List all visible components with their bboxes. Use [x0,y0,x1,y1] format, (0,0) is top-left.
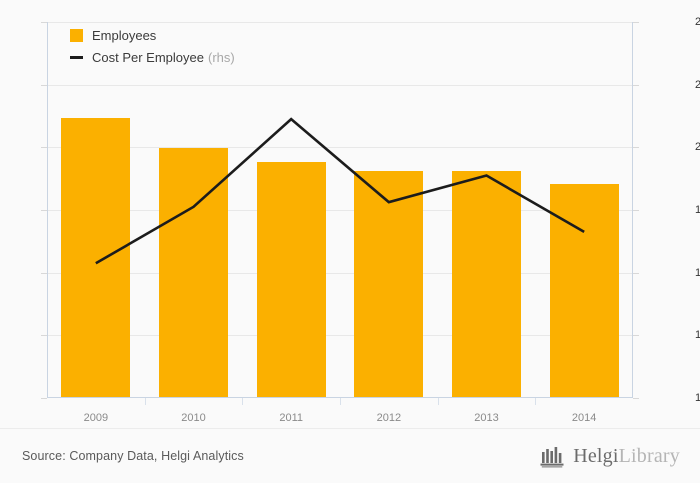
right-axis-tick [633,335,639,337]
left-axis-tick [41,210,47,211]
x-axis-label: 2012 [376,412,402,424]
footer-divider [0,428,700,429]
left-axis-tick [41,22,47,23]
right-axis-tick [633,272,639,274]
legend-label-cost-per-employee: Cost Per Employee [92,49,204,65]
brand-text: HelgiLibrary [573,445,680,468]
x-axis-separator [437,398,439,405]
brand-text-secondary: Library [618,444,680,467]
right-axis-tick [633,147,639,149]
x-axis-baseline [47,397,633,398]
right-axis-tick-label: 1 400 [695,329,700,342]
x-axis-label: 2011 [279,412,303,424]
x-axis-separator [340,398,341,405]
x-axis-label: 2009 [83,412,109,424]
x-axis-label: 2010 [181,412,206,424]
bar[interactable] [354,171,424,397]
line-series-cost-per-employee [95,117,585,265]
x-axis-separator [535,398,537,405]
chart-legend: Employees Cost Per Employee (rhs) [70,24,235,68]
right-axis-tick-label: 1 800 [695,204,700,216]
helgi-library-mark-icon [540,447,564,468]
right-axis-line [632,22,633,398]
legend-label-cost-per-employee-axis: (rhs) [208,49,235,65]
bar[interactable] [159,147,228,397]
plot-area: 02004006008001 0001 200 1 2001 4001 6001… [41,16,700,424]
right-axis-tick-label: 1 600 [695,266,700,279]
left-axis-line [47,22,48,398]
right-axis-tick-label: 2 400 [695,16,700,28]
bar-swatch-icon [70,28,83,42]
right-axis-tick [633,210,639,211]
line-path [95,117,585,265]
left-axis-tick [41,272,47,274]
bar[interactable] [61,118,131,397]
gridline [47,210,633,211]
right-axis-tick-label: 2 200 [695,78,700,91]
legend-item-employees[interactable]: Employees [70,24,235,46]
x-axis-label: 2013 [474,412,499,424]
x-axis-separator [144,398,146,405]
right-axis-tick [633,398,639,399]
legend-label-employees: Employees [92,27,157,43]
x-axis-label: 2014 [571,412,597,424]
left-axis-tick [41,84,47,86]
gridline [47,335,633,337]
x-axis-separator [242,398,244,405]
right-axis-tick-label: 2 000 [695,141,700,154]
gridline [47,22,633,23]
gridline [47,147,633,149]
bar[interactable] [452,171,521,397]
left-axis-tick [41,398,47,399]
left-axis-tick [41,147,47,149]
gridline [47,272,633,274]
left-axis-tick [41,335,47,337]
brand-text-primary: Helgi [573,444,619,467]
legend-item-cost-per-employee[interactable]: Cost Per Employee (rhs) [70,46,235,68]
line-swatch-icon [70,55,83,59]
right-axis-tick [633,22,639,23]
bar[interactable] [256,162,326,397]
right-axis-tick-label: 1 200 [695,392,700,404]
brand-logo[interactable]: HelgiLibrary [540,444,680,468]
gridline [47,84,633,86]
source-note: Source: Company Data, Helgi Analytics [22,449,244,463]
right-axis-tick [633,84,639,86]
